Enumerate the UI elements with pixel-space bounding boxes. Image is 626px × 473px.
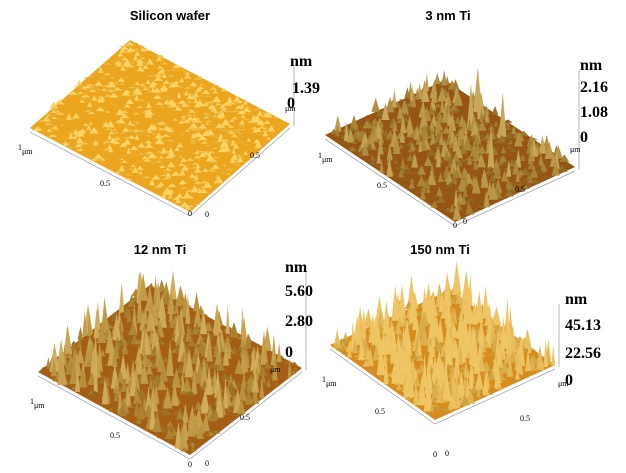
- x-axis-label: 0: [188, 209, 192, 218]
- afm-panel: Silicon wafernm1.3901μm0.50μm0.50: [18, 8, 320, 219]
- surface-spike: [77, 79, 82, 85]
- surface-spike: [343, 332, 348, 339]
- surface-spike: [441, 70, 447, 86]
- y-axis-label: 0.5: [520, 414, 530, 423]
- z-tick-label: 2.16: [580, 79, 608, 96]
- afm-panel: 150 nm Tinm45.1322.5601μm0.50μm0.50: [322, 242, 601, 459]
- surface-spike: [226, 305, 230, 334]
- z-unit: nm: [580, 57, 603, 74]
- surface-spike: [119, 282, 125, 312]
- y-axis-label: 0: [205, 210, 209, 219]
- afm-panel: 3 nm Tinm2.161.0801μm0.50μm0.50: [318, 8, 608, 230]
- z-unit: nm: [565, 291, 588, 308]
- x-axis-label: 0.5: [100, 179, 110, 188]
- surface-spike: [277, 343, 282, 362]
- z-tick-label: 1.08: [580, 104, 608, 121]
- panel-title: 3 nm Ti: [425, 8, 470, 23]
- x-axis-label: μm: [34, 401, 45, 410]
- panel-title: Silicon wafer: [130, 8, 210, 23]
- surface-spike: [77, 327, 83, 340]
- panel-title: 12 nm Ti: [134, 242, 187, 257]
- y-axis-label: 0: [445, 449, 449, 458]
- z-tick-label: 0: [580, 129, 588, 146]
- x-axis-label: 0: [453, 221, 457, 230]
- z-tick-label: 22.56: [565, 345, 601, 362]
- x-axis-label: 0.5: [110, 431, 120, 440]
- y-axis-label: 0: [463, 217, 467, 226]
- x-axis-label: μm: [22, 147, 33, 156]
- z-unit: nm: [285, 259, 308, 276]
- z-tick-label: 5.60: [285, 283, 313, 300]
- surface-spike: [193, 292, 200, 311]
- surface-spike: [392, 89, 397, 107]
- figure: Silicon wafernm1.3901μm0.50μm0.503 nm Ti…: [0, 0, 626, 473]
- z-tick-label: 0: [285, 344, 293, 361]
- y-axis-label: 0: [205, 459, 209, 468]
- y-axis-label: μm: [558, 379, 569, 388]
- y-axis-label: 0.5: [240, 413, 250, 422]
- surface-spike: [551, 345, 555, 365]
- surface-spike: [371, 98, 380, 112]
- y-axis-label: 0.5: [250, 151, 260, 160]
- z-tick-label: 45.13: [565, 317, 601, 334]
- x-axis-label: μm: [322, 155, 333, 164]
- y-axis-label: μm: [270, 365, 281, 374]
- x-axis-label: μm: [326, 379, 337, 388]
- surface-spike: [492, 106, 499, 115]
- z-tick-label: 1.39: [292, 80, 320, 97]
- y-axis-label: 0.5: [515, 185, 525, 194]
- y-axis-label: μm: [570, 145, 581, 154]
- z-unit: nm: [290, 53, 313, 70]
- x-axis-label: 0: [433, 450, 437, 459]
- x-axis-label: 0.5: [375, 407, 385, 416]
- surface-spike: [452, 261, 461, 295]
- y-axis-label: μm: [285, 104, 296, 113]
- x-axis-label: 0: [188, 460, 192, 469]
- panel-title: 150 nm Ti: [410, 242, 470, 257]
- x-axis-label: 0.5: [377, 181, 387, 190]
- z-tick-label: 2.80: [285, 313, 313, 330]
